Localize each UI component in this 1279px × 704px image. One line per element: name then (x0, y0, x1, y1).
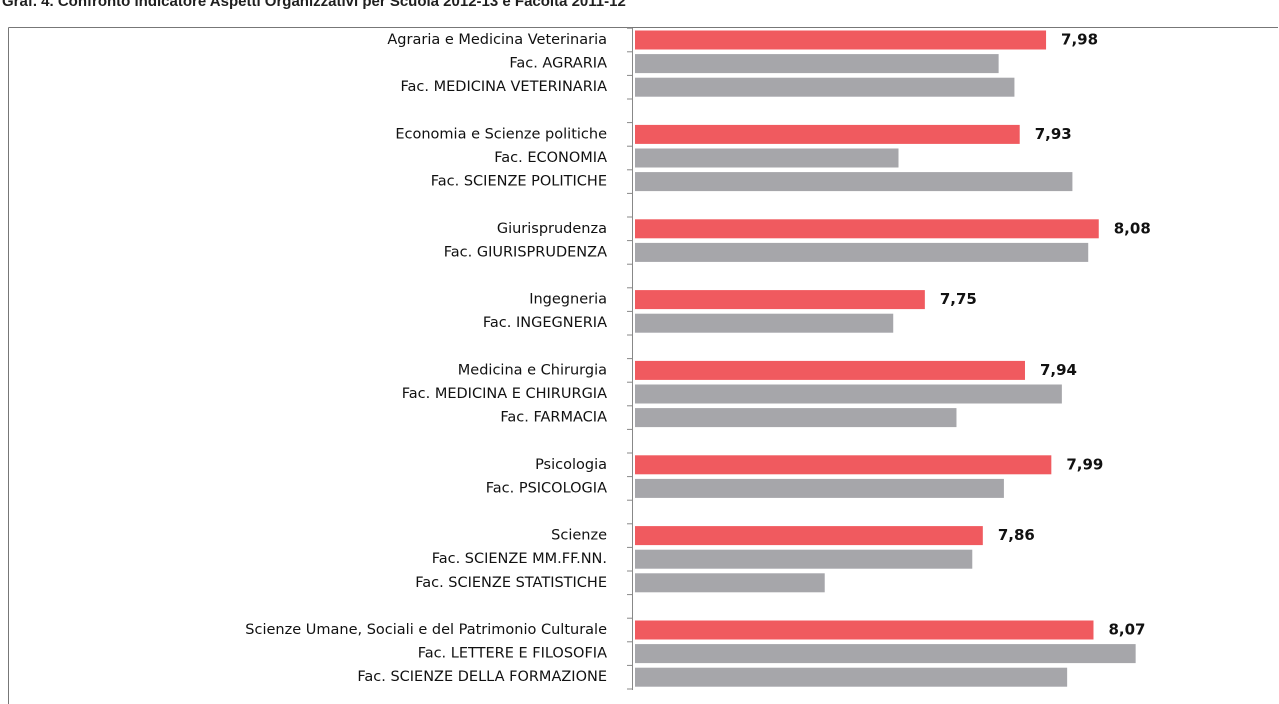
bar (635, 242, 1089, 262)
bar (635, 30, 1047, 50)
value-label: 7,98 (1061, 31, 1098, 49)
bar (635, 124, 1020, 144)
value-label: 7,86 (998, 526, 1035, 544)
bar (635, 54, 999, 74)
category-label: Psicologia (535, 457, 607, 473)
category-label: Fac. ECONOMIA (494, 150, 607, 166)
category-label: Fac. GIURISPRUDENZA (444, 244, 607, 260)
category-label: Medicina e Chirurgia (458, 362, 607, 378)
value-label: 7,99 (1066, 455, 1103, 473)
bar (635, 148, 899, 168)
chart-title: Graf. 4. Confronto indicatore Aspetti Or… (2, 0, 626, 10)
bar (635, 77, 1015, 97)
bar (635, 290, 925, 310)
category-label: Economia e Scienze politiche (395, 126, 607, 142)
category-label: Fac. FARMACIA (500, 410, 607, 426)
value-label: 7,94 (1040, 361, 1077, 379)
bar (635, 384, 1062, 404)
bar (635, 644, 1136, 664)
bar (635, 667, 1068, 687)
category-label: Ingegneria (529, 292, 607, 308)
category-label: Fac. SCIENZE POLITICHE (431, 174, 607, 190)
bar (635, 360, 1025, 380)
category-label: Fac. INGEGNERIA (483, 315, 607, 331)
category-label: Fac. SCIENZE MM.FF.NN. (432, 551, 607, 567)
bar (635, 478, 1004, 498)
bar (635, 620, 1094, 640)
category-label: Fac. SCIENZE STATISTICHE (415, 575, 607, 591)
category-label: Fac. PSICOLOGIA (486, 480, 607, 496)
bar (635, 313, 894, 333)
category-label: Fac. LETTERE E FILOSOFIA (418, 646, 607, 662)
category-label: Fac. MEDICINA VETERINARIA (401, 79, 608, 95)
bar (635, 408, 957, 428)
value-label: 8,08 (1114, 219, 1151, 237)
category-label: Scienze (551, 528, 607, 544)
bar (635, 573, 825, 593)
category-label: Fac. SCIENZE DELLA FORMAZIONE (357, 669, 607, 685)
frame (8, 27, 1278, 704)
bar (635, 526, 983, 546)
category-label: Fac. MEDICINA E CHIRURGIA (402, 386, 607, 402)
bar (635, 455, 1052, 475)
value-label: 7,93 (1035, 125, 1072, 143)
bar (635, 219, 1099, 239)
category-label: Agraria e Medicina Veterinaria (387, 32, 607, 48)
value-label: 8,07 (1108, 621, 1145, 639)
category-label: Giurisprudenza (497, 221, 607, 237)
category-label: Scienze Umane, Sociali e del Patrimonio … (245, 622, 607, 638)
bar (635, 172, 1073, 192)
bar (635, 549, 973, 569)
category-label: Fac. AGRARIA (509, 56, 607, 72)
value-label: 7,75 (940, 290, 977, 308)
